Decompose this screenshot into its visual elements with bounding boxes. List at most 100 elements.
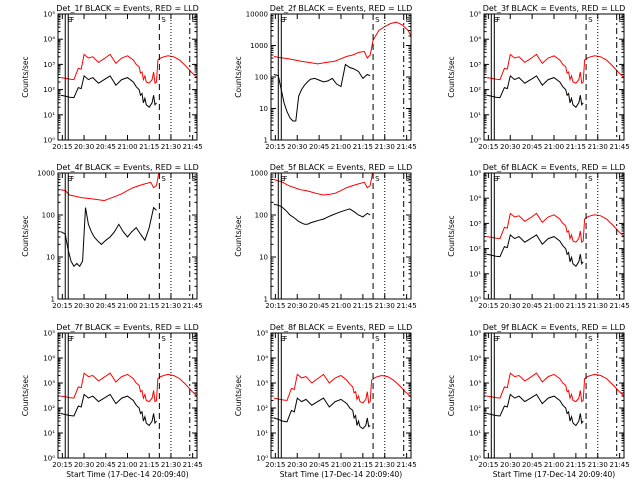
y-axis-label: Counts/sec [234, 215, 243, 256]
x-tick-label: 21:30 [588, 461, 608, 469]
marker-label: S [161, 175, 166, 183]
series-line-lld [486, 372, 624, 403]
x-tick-label: 21:00 [117, 143, 137, 151]
x-axis-label: Start Time (17-Dec-14 20:09:40) [493, 470, 615, 479]
marker-label: E [67, 335, 71, 343]
series-line-events [273, 397, 371, 430]
x-tick-label: 21:45 [183, 302, 203, 310]
y-tick-label: 100 [255, 74, 268, 82]
series-line-events [486, 233, 584, 267]
chart-title: Det_1f BLACK = Events, RED = LLD [56, 4, 199, 13]
x-tick-label: 20:30 [500, 302, 520, 310]
marker-label: E [280, 175, 284, 183]
y-tick-label: 10⁰ [469, 137, 481, 145]
marker-label: F [496, 175, 500, 183]
x-tick-label: 20:15 [478, 302, 498, 310]
marker-label: F [283, 335, 287, 343]
y-tick-label: 10¹ [469, 430, 481, 438]
series-line-events [486, 393, 584, 427]
y-tick-label: 10⁰ [256, 455, 268, 463]
x-tick-label: 20:45 [309, 143, 329, 151]
x-tick-label: 21:45 [183, 143, 203, 151]
chart-title: Det_6f BLACK = Events, RED = LLD [483, 163, 626, 172]
y-tick-label: 10⁵ [469, 11, 481, 19]
x-tick-label: 20:30 [500, 143, 520, 151]
series-line-lld [486, 53, 624, 85]
marker-label: E [493, 175, 497, 183]
series-line-events [486, 74, 584, 108]
y-tick-label: 10³ [43, 380, 55, 388]
y-axis-label: Counts/sec [447, 56, 456, 97]
x-tick-label: 21:00 [544, 302, 564, 310]
x-tick-label: 21:15 [566, 302, 586, 310]
y-tick-label: 10³ [43, 61, 55, 69]
chart-title: Det_2f BLACK = Events, RED = LLD [270, 4, 413, 13]
x-tick-label: 20:45 [96, 143, 116, 151]
x-tick-label: 21:00 [331, 302, 351, 310]
marker-label: E [67, 16, 71, 24]
x-tick-label: 20:30 [287, 143, 307, 151]
chart-panel-6: Det_6f BLACK = Events, RED = LLD Counts/s… [447, 163, 630, 310]
series-line-lld [486, 212, 624, 244]
series-line-events [273, 203, 371, 225]
x-tick-label: 20:15 [478, 461, 498, 469]
y-tick-label: 100 [255, 212, 268, 220]
x-tick-label: 20:15 [478, 143, 498, 151]
x-tick-label: 20:30 [287, 302, 307, 310]
chart-panel-4: Det_4f BLACK = Events, RED = LLD Counts/s… [21, 163, 203, 310]
x-tick-label: 21:15 [353, 302, 373, 310]
chart-panel-7: Det_7f BLACK = Events, RED = LLD Counts/s… [21, 323, 203, 479]
y-tick-label: 10³ [469, 380, 481, 388]
marker-label: F [283, 16, 287, 24]
y-tick-label: 10¹ [43, 111, 55, 119]
series-line-lld [273, 173, 374, 196]
x-tick-label: 21:30 [161, 143, 181, 151]
y-tick-label: 10² [469, 245, 481, 253]
series-line-lld [273, 373, 411, 404]
y-axis-label: Counts/sec [447, 375, 456, 416]
series-line-events [60, 393, 157, 427]
marker-label: F [496, 335, 500, 343]
x-tick-label: 21:00 [331, 143, 351, 151]
marker-label: E [493, 16, 497, 24]
marker-label: E [406, 16, 410, 24]
marker-label: F [283, 175, 287, 183]
y-tick-label: 10⁴ [469, 36, 481, 44]
marker-label: S [161, 16, 166, 24]
chart-title: Det_8f BLACK = Events, RED = LLD [270, 323, 413, 332]
chart-panel-8: Det_8f BLACK = Events, RED = LLD Counts/s… [234, 323, 417, 479]
y-tick-label: 1 [51, 296, 55, 304]
marker-label: S [161, 335, 166, 343]
y-tick-label: 10¹ [256, 430, 268, 438]
y-axis-label: Counts/sec [234, 375, 243, 416]
x-tick-label: 20:15 [265, 143, 285, 151]
x-tick-label: 20:45 [309, 302, 329, 310]
y-tick-label: 10³ [469, 61, 481, 69]
x-tick-label: 21:00 [117, 461, 137, 469]
x-tick-label: 20:45 [522, 302, 542, 310]
chart-panel-3: Det_3f BLACK = Events, RED = LLD Counts/s… [447, 4, 630, 151]
y-tick-label: 10⁴ [469, 355, 481, 363]
x-tick-label: 21:00 [544, 461, 564, 469]
y-tick-label: 10² [256, 405, 268, 413]
marker-label: S [588, 175, 593, 183]
y-tick-label: 10⁰ [43, 137, 55, 145]
y-tick-label: 10 [259, 254, 268, 262]
y-tick-label: 10000 [246, 11, 268, 19]
x-tick-label: 21:30 [161, 302, 181, 310]
y-tick-label: 1000 [37, 170, 55, 178]
marker-label: S [588, 16, 593, 24]
x-tick-label: 21:15 [566, 461, 586, 469]
marker-label: E [406, 175, 410, 183]
x-tick-label: 21:45 [397, 461, 417, 469]
chart-panel-5: Det_5f BLACK = Events, RED = LLD Counts/s… [234, 163, 417, 310]
x-tick-label: 21:00 [544, 143, 564, 151]
x-tick-label: 20:30 [287, 461, 307, 469]
marker-label: E [619, 175, 623, 183]
chart-title: Det_4f BLACK = Events, RED = LLD [56, 163, 199, 172]
y-tick-label: 10⁰ [43, 455, 55, 463]
y-axis-label: Counts/sec [21, 375, 30, 416]
x-tick-label: 21:45 [397, 302, 417, 310]
marker-label: E [192, 16, 196, 24]
x-tick-label: 20:45 [96, 302, 116, 310]
